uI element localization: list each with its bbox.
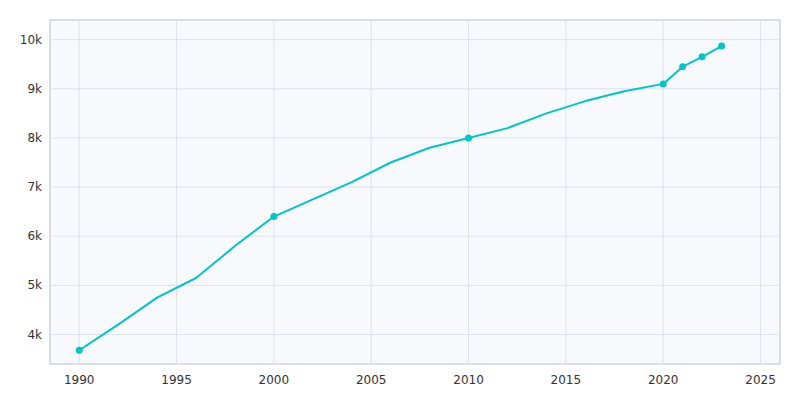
point-marker <box>465 134 472 141</box>
y-tick-label: 9k <box>27 82 42 96</box>
point-marker <box>76 347 83 354</box>
x-tick-label: 2010 <box>453 373 484 387</box>
x-tick-label: 2005 <box>356 373 387 387</box>
y-tick-label: 7k <box>27 180 42 194</box>
point-marker <box>660 80 667 87</box>
grid-line-y <box>50 334 780 335</box>
grid-line-x <box>79 20 80 364</box>
y-tick-label: 10k <box>20 33 42 47</box>
data <box>76 43 725 354</box>
axes: 1990 1995 2000 2005 2010 2015 2020 2025 4k 5k 6k 7k… <box>20 33 776 387</box>
plot-frame <box>50 20 780 364</box>
y-tick-label: 4k <box>27 328 42 342</box>
point-marker <box>699 53 706 60</box>
grid-line-x <box>273 20 274 364</box>
x-tick-label: 1990 <box>64 373 95 387</box>
grid-line-x <box>371 20 372 364</box>
point-marker <box>679 63 686 70</box>
grid <box>50 20 780 364</box>
chart: 1990 1995 2000 2005 2010 2015 2020 2025 4k 5k 6k 7k… <box>0 0 800 400</box>
x-tick-label: 2000 <box>259 373 290 387</box>
y-tick-label: 6k <box>27 229 42 243</box>
grid-line-x <box>176 20 177 364</box>
grid-line-y <box>50 137 780 138</box>
grid-line-x <box>565 20 566 364</box>
grid-line-y <box>50 88 780 89</box>
x-tick-label: 2020 <box>648 373 679 387</box>
grid-line-x <box>663 20 664 364</box>
grid-line-y <box>50 285 780 286</box>
grid-line-y <box>50 236 780 237</box>
y-tick-label: 8k <box>27 131 42 145</box>
x-tick-label: 2015 <box>551 373 582 387</box>
series-line <box>79 46 721 350</box>
x-tick-label: 1995 <box>161 373 192 387</box>
point-marker <box>718 43 725 50</box>
x-tick-label: 2025 <box>745 373 776 387</box>
point-marker <box>270 213 277 220</box>
grid-line-x <box>468 20 469 364</box>
grid-line-x <box>760 20 761 364</box>
grid-line-y <box>50 39 780 40</box>
grid-line-y <box>50 187 780 188</box>
y-tick-label: 5k <box>27 278 42 292</box>
